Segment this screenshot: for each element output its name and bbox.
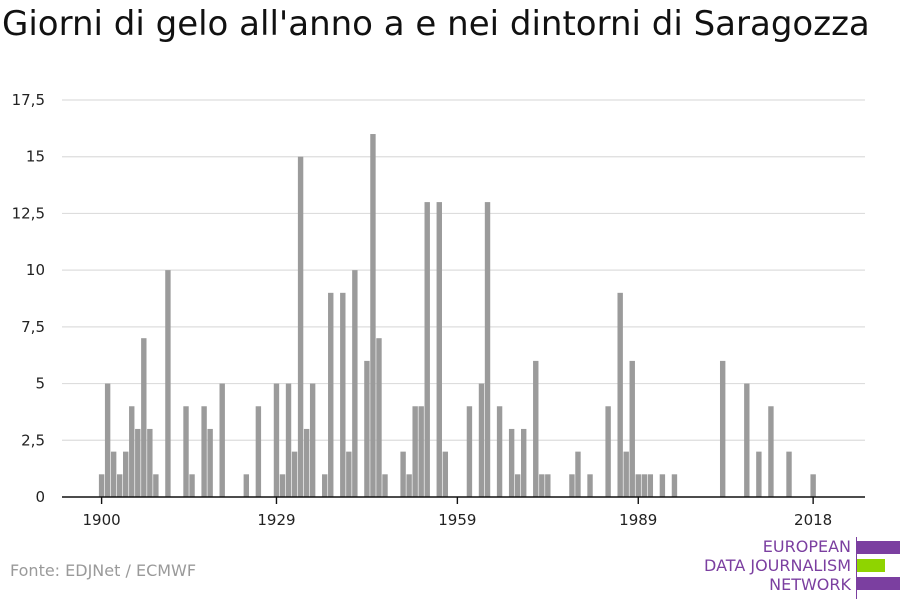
x-axis: 1900 1929 1959 1989 2018 xyxy=(62,496,865,529)
bar-1926 xyxy=(255,406,262,497)
y-axis-ticks: 0 2,5 5 7,5 10 12,5 15 17,5 xyxy=(12,91,45,506)
bar-1987 xyxy=(623,451,629,497)
bar-1908 xyxy=(147,428,153,497)
y-tick-label: 7,5 xyxy=(21,318,45,336)
bar-1988 xyxy=(629,360,635,497)
bar-1907 xyxy=(141,338,147,497)
bar-1946 xyxy=(376,338,382,497)
bar-2003 xyxy=(719,360,726,497)
bar-1968 xyxy=(508,428,515,497)
bar-1914 xyxy=(183,406,189,497)
bar-1993 xyxy=(659,474,666,497)
logo-green-bar xyxy=(857,559,885,572)
bar-1961 xyxy=(466,406,473,497)
x-tick-label: 1959 xyxy=(438,511,476,529)
x-tick-label: 1989 xyxy=(619,511,657,529)
y-tick-label: 12,5 xyxy=(12,204,45,222)
bar-1903 xyxy=(116,474,123,497)
bar-1964 xyxy=(484,202,491,497)
logo-divider xyxy=(856,537,857,599)
bars xyxy=(98,134,816,497)
bar-1989 xyxy=(635,474,641,497)
bar-1901 xyxy=(104,383,111,497)
bar-1966 xyxy=(496,406,503,497)
logo-purple-bar-bottom xyxy=(857,577,900,590)
bar-1950 xyxy=(400,451,406,497)
bar-1969 xyxy=(514,474,521,497)
y-tick-label: 0 xyxy=(35,488,45,506)
bar-1944 xyxy=(364,360,370,497)
bar-1973 xyxy=(539,474,545,497)
chart-title: Giorni di gelo all'anno a e nei dintorni… xyxy=(2,4,870,44)
bar-1979 xyxy=(575,451,581,497)
logo-purple-bar-top xyxy=(857,541,900,554)
bar-1932 xyxy=(291,451,298,497)
bar-1970 xyxy=(521,428,527,497)
bar-1954 xyxy=(424,202,430,497)
bar-1991 xyxy=(647,474,654,497)
bar-1953 xyxy=(418,406,424,497)
bar-1931 xyxy=(285,383,292,497)
bar-1937 xyxy=(322,474,328,497)
bar-1905 xyxy=(129,406,135,497)
bar-1974 xyxy=(545,474,551,497)
bar-2018 xyxy=(810,474,816,497)
bar-1900 xyxy=(98,474,105,497)
y-tick-label: 5 xyxy=(35,375,45,393)
x-tick-label: 2018 xyxy=(794,511,832,529)
bar-1935 xyxy=(309,383,316,497)
bar-1904 xyxy=(123,451,129,497)
bar-1986 xyxy=(617,292,623,497)
x-tick-label: 1929 xyxy=(257,511,295,529)
bar-1940 xyxy=(340,292,346,497)
bar-1942 xyxy=(352,270,358,497)
bar-1902 xyxy=(110,451,117,497)
bar-1938 xyxy=(328,292,334,497)
bar-1978 xyxy=(569,474,575,497)
logo-line-data-journalism: DATA JOURNALISM xyxy=(704,556,851,575)
bar-2014 xyxy=(786,451,792,497)
y-tick-label: 2,5 xyxy=(21,431,45,449)
bar-1957 xyxy=(442,451,449,497)
bar-1933 xyxy=(297,156,304,497)
x-tick-label: 1900 xyxy=(83,511,121,529)
bar-1981 xyxy=(587,474,593,497)
bar-1930 xyxy=(279,474,286,497)
bar-2011 xyxy=(768,406,774,497)
bar-1941 xyxy=(346,451,352,497)
bar-2007 xyxy=(744,383,750,497)
bar-1945 xyxy=(370,134,376,497)
bar-1915 xyxy=(189,474,195,497)
bar-1929 xyxy=(273,383,280,497)
y-tick-label: 10 xyxy=(26,261,45,279)
bar-1909 xyxy=(153,474,159,497)
bar-1920 xyxy=(219,383,225,497)
y-tick-label: 17,5 xyxy=(12,91,45,109)
bar-1911 xyxy=(165,270,171,497)
bar-1947 xyxy=(382,474,388,497)
bar-1995 xyxy=(671,474,678,497)
logo-line-network: NETWORK xyxy=(769,575,851,594)
bar-2009 xyxy=(756,451,762,497)
grid-lines xyxy=(62,99,865,441)
bar-1917 xyxy=(201,406,207,497)
bar-1906 xyxy=(135,428,141,497)
bar-1934 xyxy=(303,428,310,497)
bar-1963 xyxy=(478,383,485,497)
edjnet-logo: EUROPEAN DATA JOURNALISM NETWORK xyxy=(700,537,900,599)
bar-1952 xyxy=(412,406,418,497)
bar-1924 xyxy=(243,474,250,497)
bar-1918 xyxy=(207,428,213,497)
bar-1990 xyxy=(641,474,647,497)
y-tick-label: 15 xyxy=(26,148,45,166)
bar-1951 xyxy=(406,474,412,497)
bar-1956 xyxy=(436,202,442,497)
bar-1972 xyxy=(533,360,539,497)
source-note: Fonte: EDJNet / ECMWF xyxy=(10,561,197,580)
bar-1984 xyxy=(605,406,611,497)
logo-line-european: EUROPEAN xyxy=(762,537,851,556)
